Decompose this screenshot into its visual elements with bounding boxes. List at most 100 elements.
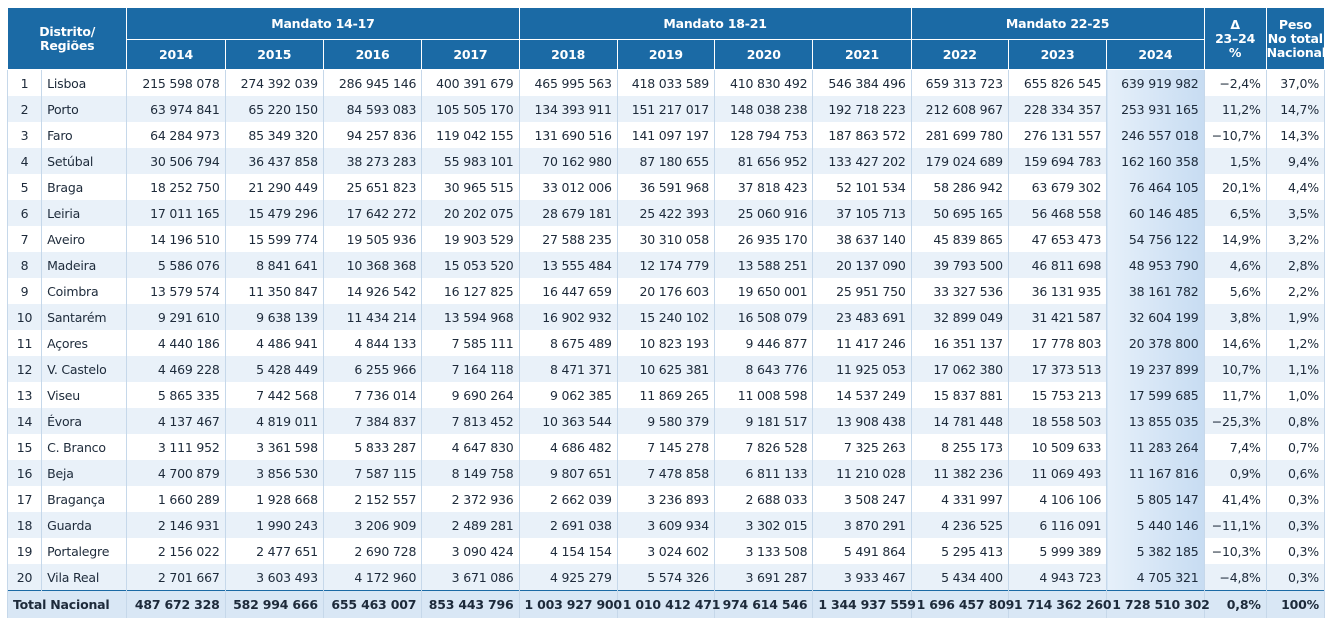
value-cell: 11 925 053 xyxy=(812,356,912,382)
total-value: 1 714 362 260 xyxy=(1007,590,1112,618)
data-row: 9 Coimbra 13 579 574 11 350 847 14 926 542 16… xyxy=(6,278,1326,304)
value-cell: 33 012 006 xyxy=(518,174,618,200)
value-cell: 11 069 493 xyxy=(1007,460,1108,486)
value-cell: 13 855 035 xyxy=(1106,408,1205,434)
value-cell: 20 176 603 xyxy=(616,278,716,304)
region-name: Évora xyxy=(41,408,128,434)
value-cell: 13 555 484 xyxy=(518,252,618,278)
value-cell: 25 651 823 xyxy=(322,174,423,200)
group-header: Mandato 14-17 xyxy=(126,7,520,40)
data-row: 20 Vila Real 2 701 667 3 603 493 4 172 960 3 … xyxy=(6,564,1326,591)
value-cell: 3 361 598 xyxy=(224,434,324,460)
value-cell: 4 925 279 xyxy=(518,564,618,591)
value-cell: 2 477 651 xyxy=(224,538,324,564)
year-header: 2015 xyxy=(224,39,324,70)
rank: 19 xyxy=(6,538,43,564)
value-cell: 192 718 223 xyxy=(812,96,912,122)
value-cell: 36 131 935 xyxy=(1007,278,1108,304)
value-cell: 418 033 589 xyxy=(616,69,716,96)
value-cell: 3 090 424 xyxy=(421,538,520,564)
value-cell: 3 691 287 xyxy=(714,564,814,591)
value-cell: 3 609 934 xyxy=(616,512,716,538)
data-row: 10 Santarém 9 291 610 9 638 139 11 434 214 13… xyxy=(6,304,1326,330)
value-cell: 2 662 039 xyxy=(518,486,618,512)
rank: 17 xyxy=(6,486,43,512)
value-cell: 3 870 291 xyxy=(812,512,912,538)
value-cell: 6 116 091 xyxy=(1007,512,1108,538)
value-cell: 9 062 385 xyxy=(518,382,618,408)
value-cell: 11 382 236 xyxy=(910,460,1009,486)
value-cell: 15 753 213 xyxy=(1007,382,1108,408)
header-line: Peso xyxy=(1278,16,1312,32)
data-row: 4 Setúbal 30 506 794 36 437 858 38 273 283 55… xyxy=(6,148,1326,174)
total-value: 1 010 412 471 xyxy=(616,590,720,618)
value-cell: 5 999 389 xyxy=(1007,538,1108,564)
region-name: C. Branco xyxy=(41,434,128,460)
value-cell: 46 811 698 xyxy=(1007,252,1108,278)
value-cell: 9 446 877 xyxy=(714,330,814,356)
value-cell: 655 826 545 xyxy=(1007,69,1108,96)
value-cell: 11 417 246 xyxy=(812,330,912,356)
value-cell: 5 574 326 xyxy=(616,564,716,591)
change-cell: 20,1% xyxy=(1203,174,1267,200)
value-cell: 14 537 249 xyxy=(812,382,912,408)
value-cell: 7 325 263 xyxy=(812,434,912,460)
value-cell: 9 580 379 xyxy=(616,408,716,434)
rank: 13 xyxy=(6,382,43,408)
data-row: 15 C. Branco 3 111 952 3 361 598 5 833 287 4 … xyxy=(6,434,1326,460)
value-cell: 2 690 728 xyxy=(322,538,423,564)
value-cell: 7 478 858 xyxy=(616,460,716,486)
value-cell: 3 603 493 xyxy=(224,564,324,591)
value-cell: 39 793 500 xyxy=(910,252,1009,278)
region-name: Leiria xyxy=(41,200,128,226)
value-cell: 179 024 689 xyxy=(910,148,1009,174)
value-cell: 9 291 610 xyxy=(126,304,226,330)
value-cell: 2 146 931 xyxy=(126,512,226,538)
total-row: Total Nacional 487 672 328 582 994 666 655 … xyxy=(6,590,1326,618)
data-row: 3 Faro 64 284 973 85 349 320 94 257 836 119 0… xyxy=(6,122,1326,148)
value-cell: 19 650 001 xyxy=(714,278,814,304)
value-cell: 5 865 335 xyxy=(126,382,226,408)
rank: 5 xyxy=(6,174,43,200)
weight-cell: 4,4% xyxy=(1265,174,1326,200)
value-cell: 33 327 536 xyxy=(910,278,1009,304)
year-header: 2023 xyxy=(1007,39,1108,70)
value-cell: 63 974 841 xyxy=(126,96,226,122)
rank: 20 xyxy=(6,564,43,591)
region-name: Lisboa xyxy=(41,69,128,96)
weight-cell: 37,0% xyxy=(1265,69,1326,96)
value-cell: 4 686 482 xyxy=(518,434,618,460)
value-cell: 76 464 105 xyxy=(1106,174,1205,200)
year-header: 2017 xyxy=(421,39,520,70)
data-row: 19 Portalegre 2 156 022 2 477 651 2 690 728 3… xyxy=(6,538,1326,564)
value-cell: 4 844 133 xyxy=(322,330,423,356)
value-cell: 30 506 794 xyxy=(126,148,226,174)
value-cell: 141 097 197 xyxy=(616,122,716,148)
change-cell: 3,8% xyxy=(1203,304,1267,330)
value-cell: 2 152 557 xyxy=(322,486,423,512)
rank: 16 xyxy=(6,460,43,486)
change-cell: 0,9% xyxy=(1203,460,1267,486)
region-name: Guarda xyxy=(41,512,128,538)
header-row: 2014 2015 2016 2017 2018 2019 2020 2021 2022 2023… xyxy=(8,39,1325,70)
value-cell: 3 856 530 xyxy=(224,460,324,486)
region-name: Beja xyxy=(41,460,128,486)
value-cell: 4 647 830 xyxy=(421,434,520,460)
value-cell: 4 486 941 xyxy=(224,330,324,356)
year-header: 2020 xyxy=(714,39,814,70)
total-value: 1 344 937 559 xyxy=(812,590,916,618)
value-cell: 38 161 782 xyxy=(1106,278,1205,304)
weight-cell: 1,0% xyxy=(1265,382,1326,408)
value-cell: 159 694 783 xyxy=(1007,148,1108,174)
value-cell: 187 863 572 xyxy=(812,122,912,148)
value-cell: 36 437 858 xyxy=(224,148,324,174)
region-name: Coimbra xyxy=(41,278,128,304)
value-cell: 19 237 899 xyxy=(1106,356,1205,382)
change-cell: −11,1% xyxy=(1203,512,1267,538)
value-cell: 4 172 960 xyxy=(322,564,423,591)
weight-cell: 3,5% xyxy=(1265,200,1326,226)
value-cell: 19 505 936 xyxy=(322,226,423,252)
value-cell: 18 252 750 xyxy=(126,174,226,200)
rank: 4 xyxy=(6,148,43,174)
total-value: 853 443 796 xyxy=(421,590,520,618)
